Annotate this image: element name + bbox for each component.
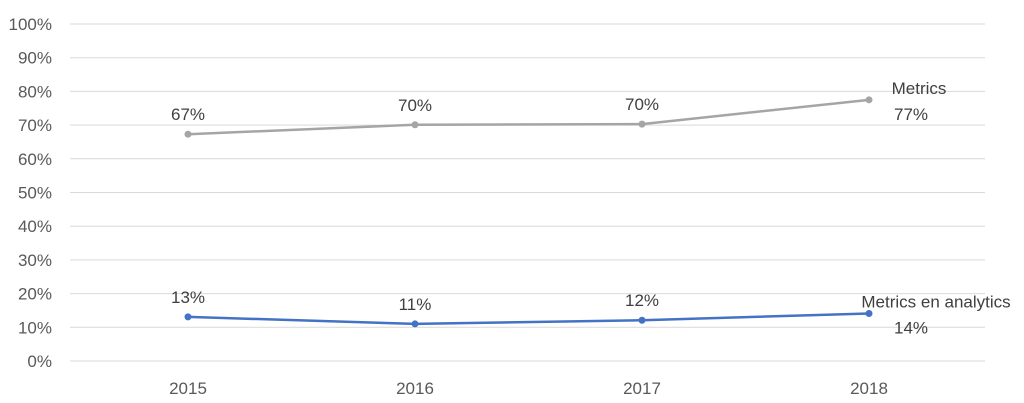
data-label: 12% — [625, 291, 659, 310]
data-label: 14% — [894, 318, 928, 337]
series-name-label: Metrics — [892, 79, 947, 98]
series-name-label: Metrics en analytics — [861, 292, 1010, 311]
y-tick-label: 20% — [18, 285, 52, 304]
x-tick-label: 2018 — [850, 379, 888, 398]
y-tick-label: 90% — [18, 49, 52, 68]
data-label: 11% — [399, 295, 432, 314]
x-tick-label: 2017 — [623, 379, 661, 398]
data-point — [638, 120, 646, 128]
y-tick-label: 70% — [18, 116, 52, 135]
y-tick-label: 50% — [18, 184, 52, 203]
y-tick-label: 10% — [18, 318, 52, 337]
y-tick-label: 40% — [18, 217, 52, 236]
data-point — [865, 96, 873, 104]
data-point — [411, 320, 419, 328]
data-labels: 67% 70% 70% 77% Metrics 13% 11% 12% 14% Metrics e… — [171, 79, 1011, 338]
x-axis-ticks: 2015 2016 2017 2018 — [169, 379, 888, 398]
data-point — [184, 130, 192, 138]
y-tick-label: 100% — [9, 15, 52, 34]
data-point — [638, 316, 646, 324]
x-tick-label: 2016 — [396, 379, 434, 398]
series — [184, 96, 873, 328]
x-tick-label: 2015 — [169, 379, 207, 398]
series-line-metrics-en-analytics — [187, 312, 870, 326]
y-tick-label: 60% — [18, 150, 52, 169]
gridlines — [70, 23, 985, 362]
data-label: 70% — [625, 95, 659, 114]
y-tick-label: 30% — [18, 251, 52, 270]
series-line-metrics — [187, 98, 870, 136]
data-label: 77% — [894, 105, 928, 124]
data-label: 13% — [171, 288, 205, 307]
y-tick-label: 80% — [18, 82, 52, 101]
data-label: 70% — [398, 96, 432, 115]
data-point — [411, 121, 419, 129]
data-point — [865, 309, 873, 317]
data-point — [184, 313, 192, 321]
y-axis-ticks: 0% 10% 20% 30% 40% 50% 60% 70% 80% 90% 100% — [9, 15, 52, 371]
y-tick-label: 0% — [27, 352, 52, 371]
data-label: 67% — [171, 105, 205, 124]
